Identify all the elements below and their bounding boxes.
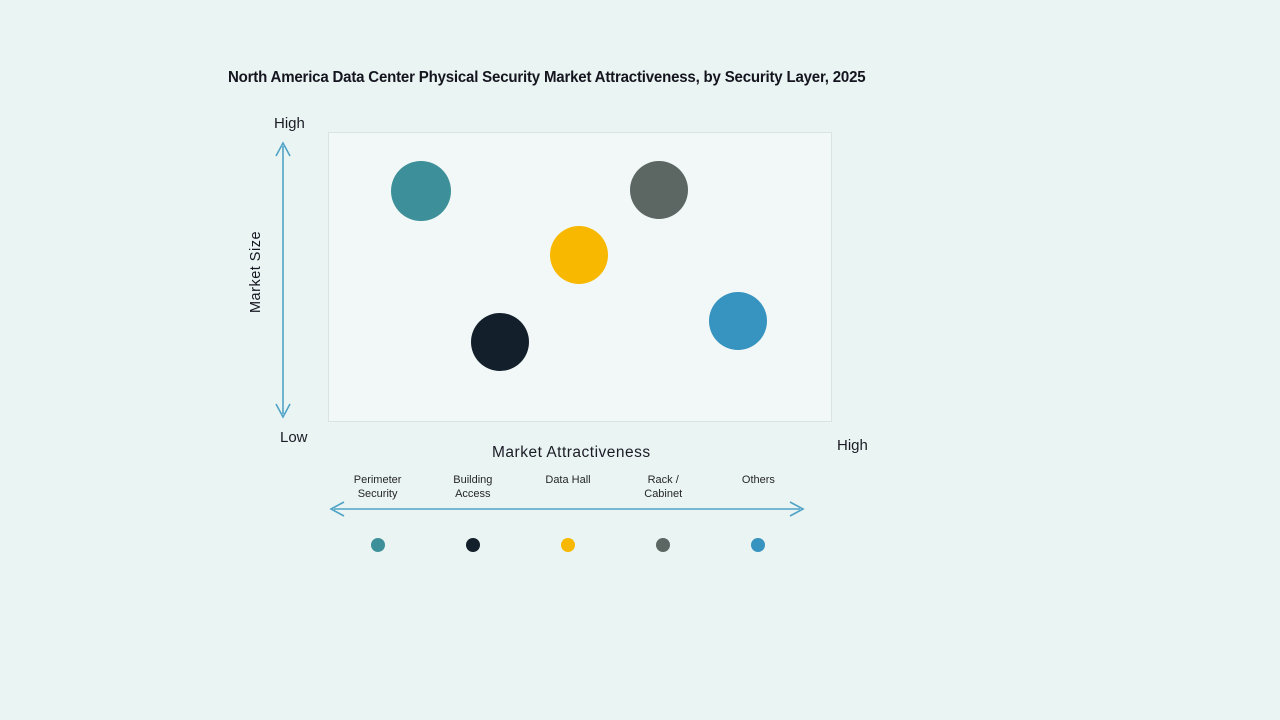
legend-dot-cell — [711, 538, 806, 552]
bubble-rack-cabinet — [630, 161, 689, 219]
y-axis-low-label: Low — [280, 429, 308, 446]
legend-dot-cell — [330, 538, 425, 552]
bubble-perimeter-security — [391, 160, 452, 221]
y-axis-arrow-icon — [275, 141, 291, 419]
y-axis-title: Market Size — [248, 230, 264, 314]
legend-dots — [330, 538, 806, 552]
legend-dot-rack-cabinet — [656, 538, 671, 552]
x-axis-high-label: High — [837, 437, 868, 454]
legend-label-perimeter-security: Perimeter Security — [353, 474, 402, 500]
legend-dot-cell — [520, 538, 615, 552]
legend-dot-others — [751, 538, 766, 552]
legend-label-data-hall: Data Hall — [545, 474, 591, 486]
bubble-data-hall — [549, 225, 608, 284]
x-axis-title: Market Attractiveness — [492, 444, 651, 461]
legend-label-building-access: Building Access — [453, 474, 493, 500]
legend-label-others: Others — [741, 474, 775, 486]
y-axis-high-label: High — [274, 115, 305, 132]
legend-dot-cell — [616, 538, 711, 552]
bubble-building-access — [470, 312, 529, 371]
legend-dot-data-hall — [561, 538, 575, 552]
legend-dot-cell — [425, 538, 520, 552]
legend-axis-arrow-icon — [329, 501, 805, 517]
legend-dot-building-access — [465, 538, 480, 552]
chart-title: North America Data Center Physical Secur… — [228, 69, 866, 86]
legend: Perimeter Security Building Access Data Ha… — [330, 474, 806, 502]
bubble-others — [708, 292, 767, 351]
legend-dot-perimeter-security — [370, 538, 385, 552]
legend-label-rack-cabinet: Rack / Cabinet — [644, 474, 683, 500]
